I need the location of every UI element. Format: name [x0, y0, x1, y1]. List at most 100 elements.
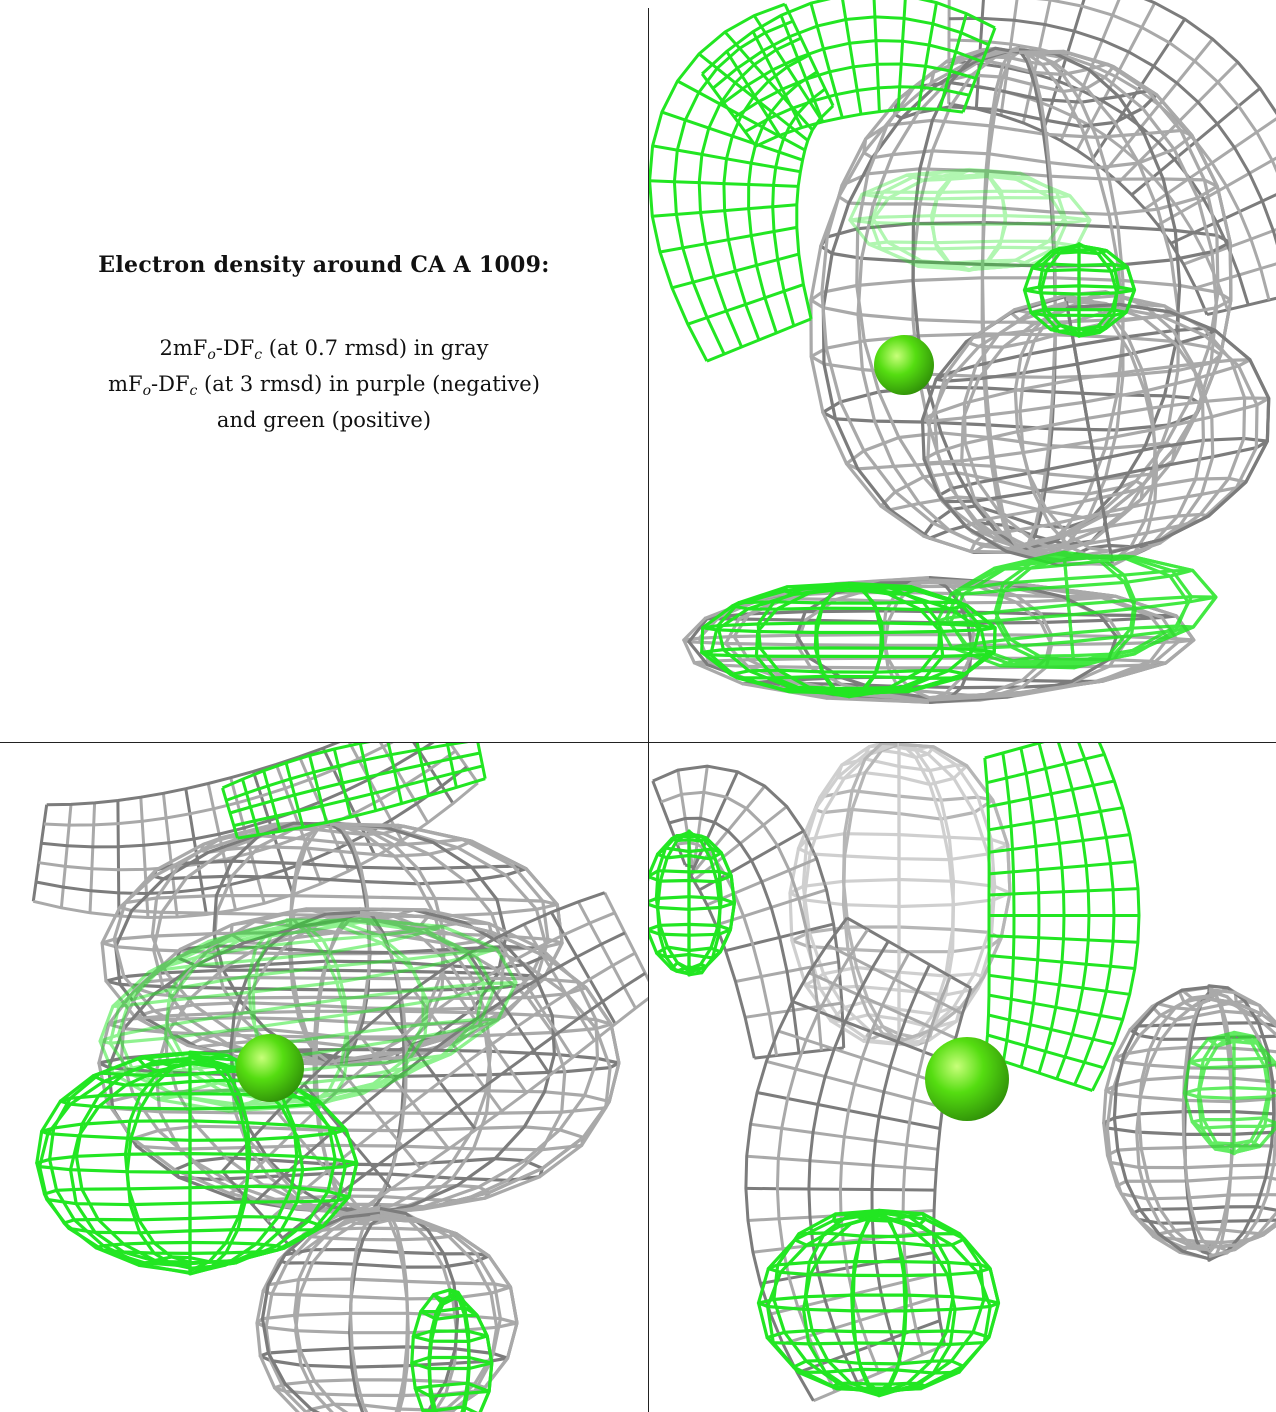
line2-sub2: c [189, 383, 198, 399]
mesh-line [960, 307, 1111, 559]
mesh-line [649, 830, 690, 976]
mesh-line [576, 901, 637, 1009]
mesh-line [772, 1208, 880, 1398]
mesh-line [348, 1213, 381, 1412]
mesh-line [1064, 555, 1218, 664]
mesh-line [1207, 984, 1234, 1262]
mesh-line [1013, 307, 1111, 553]
mesh-line [660, 790, 823, 1051]
caption-lines: 2mFo-DFc (at 0.7 rmsd) in gray mFo-DFc (… [108, 334, 540, 435]
mesh-line [1018, 50, 1233, 550]
mesh-line [357, 1032, 450, 1150]
mesh-line [795, 104, 835, 320]
mesh-line [688, 832, 723, 974]
mesh-line [756, 1211, 880, 1395]
mesh-line [649, 2, 786, 362]
mesh-line [672, 19, 794, 355]
mesh-line [1197, 1031, 1235, 1155]
mesh-line [237, 777, 486, 840]
calcium-ion-sphere [874, 335, 934, 395]
mesh-line [722, 39, 983, 105]
mesh-line [733, 62, 977, 119]
caption-line-2mfo: 2mFo-DFc (at 0.7 rmsd) in gray [108, 334, 540, 370]
green-density-upper [983, 743, 1141, 1093]
mesh-line [359, 907, 600, 1219]
mesh-line [1065, 306, 1113, 554]
mesh-line [1137, 994, 1210, 1252]
mesh-line [652, 764, 846, 1048]
mesh-line [980, 48, 1021, 551]
green-density-lower [756, 1208, 1001, 1398]
mesh-line [286, 918, 425, 1108]
mesh-line [935, 550, 1075, 670]
calcium-ion-sphere [236, 1034, 304, 1102]
mesh-line [108, 923, 313, 1107]
mesh-line [878, 1208, 986, 1398]
mesh-line [184, 788, 208, 915]
mesh-line [803, 1209, 880, 1396]
mesh-line [329, 822, 564, 1064]
mesh-line [841, 743, 900, 1044]
mesh-line [74, 1056, 191, 1270]
mesh-line [303, 1402, 455, 1412]
mesh-line [949, 16, 1276, 246]
mesh-line [838, 952, 911, 1374]
mesh-line [968, 167, 1008, 272]
mesh-line [747, 70, 818, 334]
mesh-line [848, 582, 942, 698]
mesh-line [813, 584, 850, 696]
mesh-line [287, 920, 430, 1106]
mesh-line [929, 168, 970, 272]
mesh-line [878, 1211, 1001, 1395]
mesh-line [756, 1293, 1000, 1313]
mesh-line [38, 1058, 191, 1268]
mesh-line [744, 85, 970, 134]
mesh-line [1208, 984, 1276, 1262]
mesh-line [933, 293, 1113, 567]
density-view-bottom-left [0, 743, 648, 1412]
mesh-line [287, 918, 518, 1101]
mesh-line [841, 743, 901, 1043]
mesh-line [1102, 985, 1210, 1261]
vertical-divider [648, 8, 649, 1412]
mesh-line [711, 15, 990, 90]
green-density-left [649, 2, 835, 363]
mesh-line [1073, 743, 1116, 1086]
caption-block: Electron density around CA A 1009: 2mFo-… [0, 0, 648, 742]
mesh-line [1105, 994, 1210, 1252]
line1-post: (at 0.7 rmsd) in gray [262, 336, 489, 360]
mesh-line [449, 1288, 471, 1412]
mesh-line [225, 743, 469, 802]
mesh-line [700, 73, 758, 147]
mesh-line [962, 300, 1112, 560]
mesh-line [38, 749, 457, 872]
mesh-line [901, 975, 952, 1355]
mesh-line [775, 928, 869, 1393]
green-density-top [221, 743, 487, 840]
mesh-line [1196, 1032, 1235, 1154]
mesh-line [1036, 0, 1276, 173]
line1-sub2: c [254, 347, 263, 363]
mesh-line [961, 27, 997, 113]
gray-density-right [1102, 984, 1276, 1262]
mesh-line [898, 743, 956, 1047]
mesh-line [848, 168, 970, 272]
mesh-line [379, 743, 430, 824]
mesh-line [898, 743, 997, 1044]
mesh-line [697, 36, 802, 348]
mesh-line [379, 1217, 519, 1412]
gray-band-left [651, 764, 846, 1060]
mesh-line [848, 214, 1091, 226]
mesh-line [48, 1051, 191, 1275]
mesh-line [905, 171, 1028, 182]
mesh-line [348, 743, 404, 842]
caption-line-green: and green (positive) [216, 408, 432, 432]
green-density-right-edge [1182, 1030, 1276, 1156]
mesh-line [1001, 752, 1016, 1062]
mesh-line [296, 996, 648, 1256]
mesh-line [755, 107, 964, 148]
mesh-line [251, 931, 626, 1206]
mesh-line [938, 13, 968, 110]
mesh-line [870, 168, 970, 272]
mesh-line [1233, 1031, 1276, 1155]
